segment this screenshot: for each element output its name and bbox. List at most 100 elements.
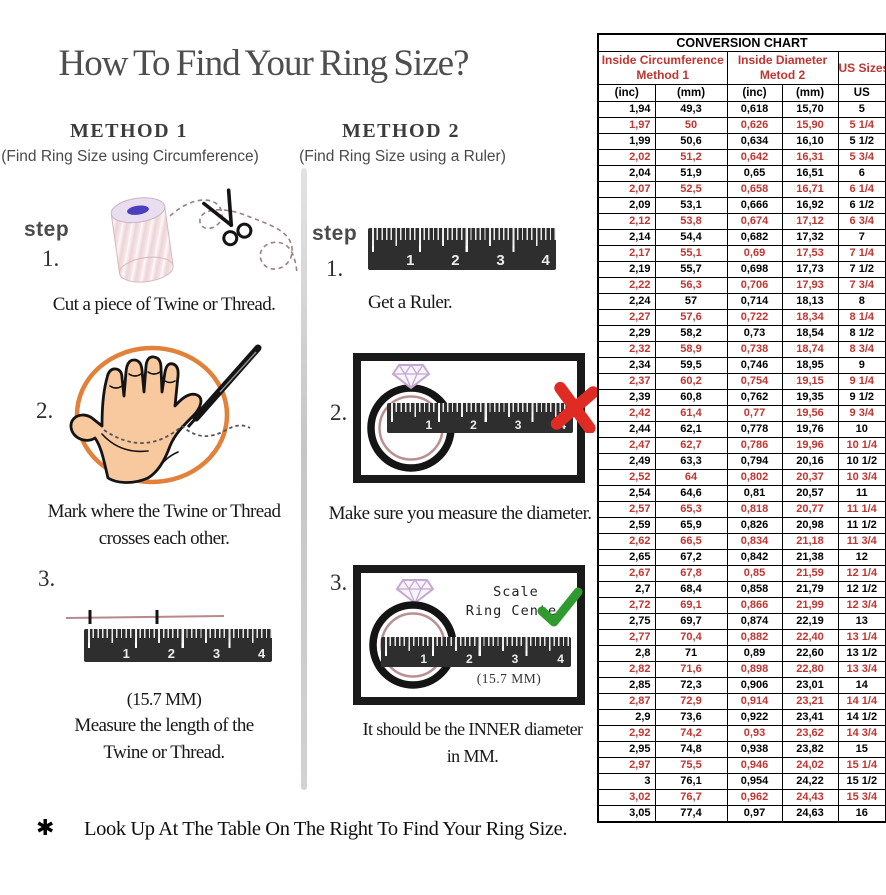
page-title: How To Find Your Ring Size? [58,43,470,84]
conversion-cell: 20,37 [781,469,839,486]
conversion-cell: 50,6 [654,133,728,150]
conversion-cell: 50 [654,117,728,134]
conversion-row: 2,44 62,1 0,778 19,76 10 [597,421,886,438]
x-mark-icon [550,381,600,433]
chart-subheader: (mm) [654,84,728,102]
conversion-cell: 2,42 [597,405,656,422]
conversion-cell: 0,69 [726,245,783,262]
conversion-cell: 2,04 [597,165,656,182]
conversion-cell: 6 3/4 [837,213,886,230]
conversion-row: 3,05 77,4 0,97 24,63 16 [597,805,886,823]
conversion-cell: 59,5 [654,357,728,374]
conversion-cell: 15,90 [781,117,839,134]
method2-step2-caption: Make sure you measure the diameter. [328,503,592,524]
conversion-row: 2,34 59,5 0,746 18,95 9 [597,357,886,374]
conversion-cell: 76,7 [654,789,728,806]
conversion-cell: 69,7 [654,613,728,630]
conversion-cell: 2,02 [597,149,656,166]
conversion-cell: 7 3/4 [837,277,886,294]
conversion-cell: 0,954 [726,773,783,790]
thread-icon [169,199,298,275]
conversion-cell: 0,802 [726,469,783,486]
conversion-cell: 0,77 [726,405,783,422]
conversion-cell: 15 1/4 [837,757,886,774]
conversion-cell: 18,95 [781,357,839,374]
conversion-cell: 21,59 [781,565,839,582]
chart-subheader: (mm) [781,84,839,102]
conversion-cell: 55,7 [654,261,728,278]
conversion-cell: 2,24 [597,293,656,310]
conversion-cell: 2,47 [597,437,656,454]
conversion-cell: 17,93 [781,277,839,294]
conversion-cell: 0,642 [726,149,783,166]
footer-note: Look Up At The Table On The Right To Fin… [84,818,568,840]
conversion-cell: 71,6 [654,661,728,678]
conversion-cell: 19,96 [781,437,839,454]
conversion-cell: 2,75 [597,613,656,630]
conversion-row: 2,72 69,1 0,866 21,99 12 3/4 [597,597,886,614]
method2-step3-number: 3. [330,570,348,595]
method1-subheading: (Find Ring Size using Circumference) [1,148,259,165]
conversion-cell: 8 [837,293,886,310]
conversion-cell: 68,4 [654,581,728,598]
conversion-cell: 72,9 [654,693,728,710]
conversion-row: 2,82 71,6 0,898 22,80 13 3/4 [597,661,886,678]
conversion-cell: 2,8 [597,645,656,662]
conversion-cell: 49,3 [654,101,728,118]
measured-thread-icon [65,610,225,624]
method1-step2-caption: Mark where the Twine or Thread crosses e… [47,501,281,549]
conversion-cell: 9 1/4 [837,373,886,390]
conversion-cell: 57,6 [654,309,728,326]
conversion-cell: 14 3/4 [837,725,886,742]
conversion-cell: 23,82 [781,741,839,758]
conversion-row: 2,8 71 0,89 22,60 13 1/2 [597,645,886,662]
conversion-cell: 11 [837,485,886,502]
conversion-cell: 53,8 [654,213,728,230]
conversion-cell: 13 1/2 [837,645,886,662]
method2-step1-caption: Get a Ruler. [368,292,453,313]
twine-spool-icon [110,188,298,283]
conversion-cell: 0,722 [726,309,783,326]
conversion-cell: 9 1/2 [837,389,886,406]
conversion-cell: 18,54 [781,325,839,342]
conversion-cell: 16,31 [781,149,839,166]
conversion-cell: 0,89 [726,645,783,662]
conversion-cell: 0,866 [726,597,783,614]
conversion-cell: 14 1/2 [837,709,886,726]
conversion-cell: 22,19 [781,613,839,630]
conversion-cell: 0,682 [726,229,783,246]
conversion-cell: 2,7 [597,581,656,598]
conversion-cell: 23,01 [781,677,839,694]
method1-step1-number: 1. [42,246,60,271]
conversion-cell: 60,8 [654,389,728,406]
conversion-row: 2,97 75,5 0,946 24,02 15 1/4 [597,757,886,774]
conversion-row: 2,75 69,7 0,874 22,19 13 [597,613,886,630]
conversion-cell: 57 [654,293,728,310]
conversion-cell: 77,4 [654,805,728,823]
conversion-row: 1,97 50 0,626 15,90 5 1/4 [597,117,886,134]
conversion-row: 2,22 56,3 0,706 17,93 7 3/4 [597,277,886,294]
conversion-cell: 0,826 [726,517,783,534]
conversion-cell: 22,80 [781,661,839,678]
conversion-cell: 14 [837,677,886,694]
method2-step2-figure: 1 2 3 4 [353,353,600,483]
conversion-cell: 2,82 [597,661,656,678]
conversion-row: 2,19 55,7 0,698 17,73 7 1/2 [597,261,886,278]
conversion-cell: 10 1/4 [837,437,886,454]
conversion-row: 2,14 54,4 0,682 17,32 7 [597,229,886,246]
conversion-cell: 0,618 [726,101,783,118]
conversion-cell: 2,17 [597,245,656,262]
conversion-cell: 0,738 [726,341,783,358]
conversion-cell: 6 1/2 [837,197,886,214]
conversion-row: 2,09 53,1 0,666 16,92 6 1/2 [597,197,886,214]
conversion-cell: 2,57 [597,501,656,518]
conversion-row: 2,67 67,8 0,85 21,59 12 1/4 [597,565,886,582]
conversion-cell: 0,714 [726,293,783,310]
conversion-cell: 17,32 [781,229,839,246]
conversion-cell: 54,4 [654,229,728,246]
conversion-table-body: 1,94 49,3 0,618 15,70 5 1,97 50 0,626 15,90 5 1/4… [597,101,886,823]
conversion-cell: 15 [837,741,886,758]
conversion-cell: 8 3/4 [837,341,886,358]
pen-icon [186,344,262,428]
conversion-cell: 74,2 [654,725,728,742]
